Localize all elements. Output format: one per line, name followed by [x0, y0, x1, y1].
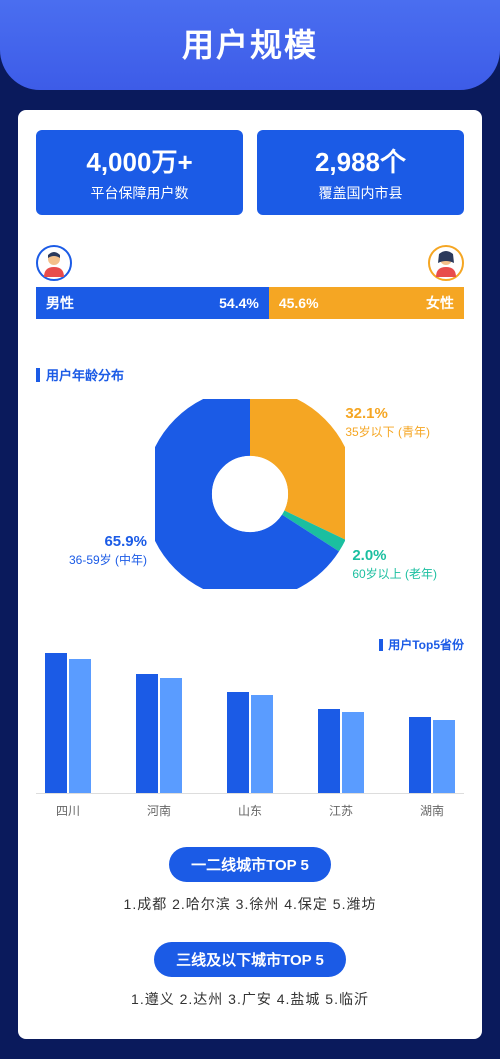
gender-bar-female: 45.6% 女性: [269, 287, 464, 319]
elder-desc: 60岁以上 (老年): [352, 566, 437, 583]
page-title: 用户规模: [0, 20, 500, 66]
male-label: 男性: [46, 293, 74, 313]
bar-group: [133, 674, 185, 793]
bar-primary: [318, 709, 340, 793]
young-pct: 32.1%: [345, 403, 430, 424]
gender-bar: 男性 54.4% 45.6% 女性: [36, 287, 464, 319]
donut: 32.1% 35岁以下 (青年) 2.0% 60岁以上 (老年) 65.9% 3…: [155, 399, 345, 589]
tier12-list: 1.成都 2.哈尔滨 3.徐州 4.保定 5.潍坊: [36, 894, 464, 914]
donut-hole: [212, 456, 288, 532]
tier3-section: 三线及以下城市TOP 5 1.遵义 2.达州 3.广安 4.盐城 5.临沂: [36, 942, 464, 1009]
middle-desc: 36-59岁 (中年): [57, 552, 147, 569]
bar-secondary: [342, 712, 364, 793]
content-card: 4,000万+ 平台保障用户数 2,988个 覆盖国内市县 男性 54.: [18, 110, 482, 1039]
bar-label: 江苏: [315, 802, 367, 819]
gender-bar-male: 男性 54.4%: [36, 287, 269, 319]
bar-label: 河南: [133, 802, 185, 819]
tier3-list: 1.遵义 2.达州 3.广安 4.盐城 5.临沂: [36, 989, 464, 1009]
male-percent: 54.4%: [219, 295, 259, 311]
stat-value: 4,000万+: [44, 142, 235, 179]
gender-avatars: [36, 245, 464, 281]
bar-labels: 四川 河南 山东 江苏 湖南: [36, 794, 464, 819]
tier12-section: 一二线城市TOP 5 1.成都 2.哈尔滨 3.徐州 4.保定 5.潍坊: [36, 847, 464, 914]
bar-primary: [136, 674, 158, 793]
gender-section: 男性 54.4% 45.6% 女性: [36, 245, 464, 319]
donut-label-young: 32.1% 35岁以下 (青年): [345, 403, 430, 441]
bar-label: 山东: [224, 802, 276, 819]
age-chart-title: 用户年龄分布: [36, 365, 464, 384]
female-label: 女性: [426, 293, 454, 313]
stat-card-regions: 2,988个 覆盖国内市县: [257, 130, 464, 215]
bar-group: [42, 653, 94, 793]
female-percent: 45.6%: [279, 295, 319, 311]
bar-secondary: [160, 678, 182, 793]
province-chart-title: 用户Top5省份: [379, 636, 464, 653]
age-donut-chart: 32.1% 35岁以下 (青年) 2.0% 60岁以上 (老年) 65.9% 3…: [36, 384, 464, 604]
tier12-pill: 一二线城市TOP 5: [169, 847, 331, 882]
stat-card-users: 4,000万+ 平台保障用户数: [36, 130, 243, 215]
bar-label: 四川: [42, 802, 94, 819]
bar-group: [224, 692, 276, 793]
young-desc: 35岁以下 (青年): [345, 424, 430, 441]
stat-value: 2,988个: [265, 142, 456, 179]
bar-secondary: [251, 695, 273, 793]
donut-label-middle: 65.9% 36-59岁 (中年): [57, 531, 147, 569]
page-header: 用户规模: [0, 0, 500, 90]
stat-row: 4,000万+ 平台保障用户数 2,988个 覆盖国内市县: [36, 130, 464, 215]
bar-group: [406, 717, 458, 793]
province-bar-chart: 用户Top5省份 四川河南山东江苏湖南: [36, 644, 464, 819]
bar-primary: [409, 717, 431, 793]
bar-primary: [45, 653, 67, 793]
stat-label: 平台保障用户数: [44, 183, 235, 203]
bar-secondary: [433, 720, 455, 793]
bar-label: 湖南: [406, 802, 458, 819]
elder-pct: 2.0%: [352, 545, 437, 566]
bar-secondary: [69, 659, 91, 793]
middle-pct: 65.9%: [57, 531, 147, 552]
bar-primary: [227, 692, 249, 793]
bars-area: [36, 644, 464, 794]
female-avatar-icon: [428, 245, 464, 281]
donut-label-elder: 2.0% 60岁以上 (老年): [352, 545, 437, 583]
bar-group: [315, 709, 367, 793]
page: 用户规模 4,000万+ 平台保障用户数 2,988个 覆盖国内市县: [0, 0, 500, 1059]
male-avatar-icon: [36, 245, 72, 281]
tier3-pill: 三线及以下城市TOP 5: [154, 942, 346, 977]
stat-label: 覆盖国内市县: [265, 183, 456, 203]
